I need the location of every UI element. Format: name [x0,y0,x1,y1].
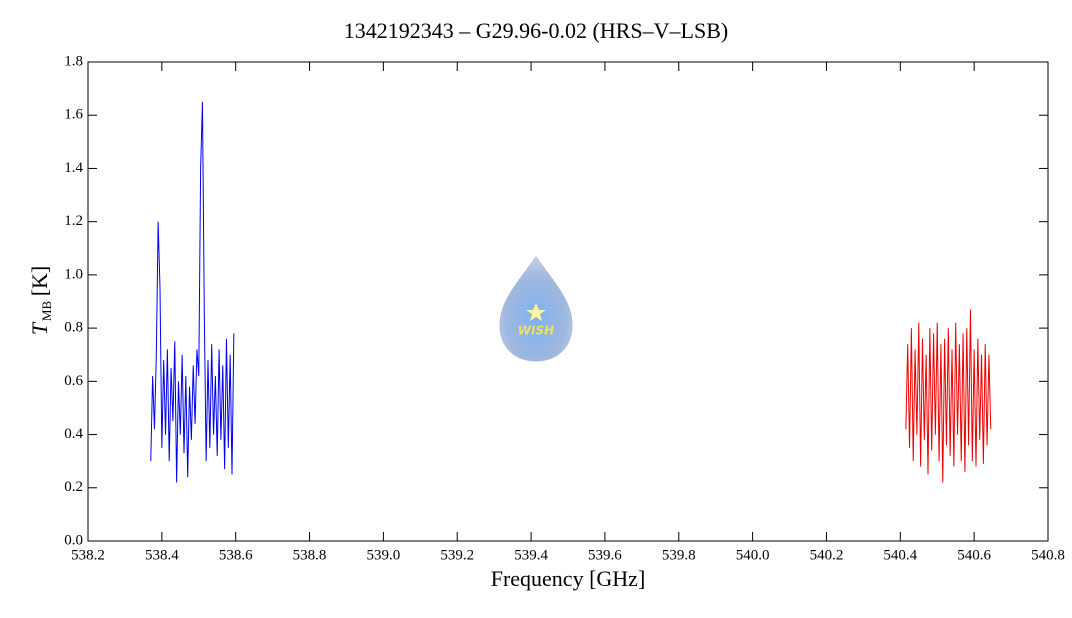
x-tick-label: 538.2 [71,547,105,563]
y-tick-label: 0.4 [64,426,83,442]
y-tick-label: 1.6 [64,107,83,123]
x-tick-label: 539.8 [662,547,696,563]
y-tick-label: 1.2 [64,213,83,229]
y-axis-label: T MB [K] [27,266,54,335]
y-tick-label: 0.2 [64,479,83,495]
x-tick-label: 539.0 [367,547,401,563]
x-tick-label: 540.2 [810,547,844,563]
y-tick-label: 1.4 [64,160,83,176]
x-tick-label: 540.4 [883,547,917,563]
x-tick-label: 540.6 [957,547,991,563]
chart-title: 1342192343 – G29.96-0.02 (HRS–V–LSB) [344,18,728,43]
y-tick-label: 1.8 [64,53,83,69]
y-label-symbol: T [27,321,52,335]
x-axis-label: Frequency [GHz] [491,566,646,591]
x-tick-label: 538.4 [145,547,179,563]
spectrum-line [905,309,992,483]
plot-frame [87,61,1049,542]
x-tick-label: 540.8 [1031,547,1065,563]
x-tick-label: 539.2 [440,547,474,563]
logo-star [526,303,546,321]
x-tick-label: 538.6 [219,547,253,563]
y-label-unit: [K] [27,266,52,297]
x-tick-label: 539.4 [514,547,548,563]
spectrum-line [150,101,235,483]
logo-text: WISH [518,324,554,338]
y-tick-label: 0.6 [64,373,83,389]
y-tick-label: 1.0 [64,266,83,282]
y-tick-label: 0.8 [64,320,83,336]
x-tick-label: 540.0 [736,547,770,563]
x-tick-label: 538.8 [293,547,327,563]
logo: WISH [499,256,573,362]
y-tick-label: 0.0 [64,532,83,548]
y-label-subscript: MB [39,301,54,322]
x-tick-label: 539.6 [588,547,622,563]
